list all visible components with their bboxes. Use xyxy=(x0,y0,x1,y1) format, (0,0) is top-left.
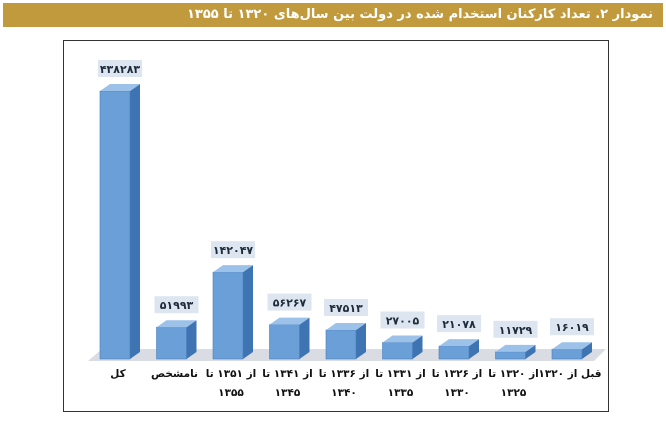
category-label: ۱۳۳۵ xyxy=(388,387,414,399)
bar-side xyxy=(582,342,592,359)
bar xyxy=(156,326,187,360)
data-label: ۱۱۷۲۹ xyxy=(499,324,533,337)
category-label: از ۱۳۲۰ تا xyxy=(488,368,539,380)
category-label: ۱۳۴۵ xyxy=(275,387,301,399)
data-label: ۱۶۰۱۹ xyxy=(555,321,589,334)
bar-side xyxy=(469,339,479,359)
bar-side xyxy=(299,317,310,359)
bar-top xyxy=(552,342,592,350)
category-label: ۱۳۲۵ xyxy=(501,387,527,399)
bar-side xyxy=(186,320,197,359)
category-label: از ۱۳۳۶ تا xyxy=(319,368,370,380)
data-label: ۲۷۰۰۵ xyxy=(386,314,420,327)
category-label: از ۱۳۲۶ تا xyxy=(432,368,483,380)
bar-top xyxy=(326,322,366,330)
bar xyxy=(438,345,470,360)
bar xyxy=(495,351,526,360)
category-label: ۱۳۳۰ xyxy=(444,387,470,399)
data-label-box xyxy=(267,293,312,311)
chart-frame: ۴۳۸۲۸۳ کل ۵۱۹۹۳ نامشخص ۱۴۲۰۴۷ از ۱۳۵۱ تا ۱۳۵۵ ۵… xyxy=(63,40,609,412)
category-label: از ۱۳۳۱ تا xyxy=(375,368,426,380)
data-label: ۱۴۲۰۴۷ xyxy=(213,244,254,257)
bar-top xyxy=(213,265,253,273)
data-label-box xyxy=(380,311,425,329)
data-label-box xyxy=(493,320,538,338)
data-label-box xyxy=(154,296,199,314)
data-label-box xyxy=(437,315,481,333)
data-label: ۲۱۰۷۸ xyxy=(442,318,476,331)
category-label: ۱۳۵۵ xyxy=(218,387,244,399)
bar-chart: ۴۳۸۲۸۳ کل ۵۱۹۹۳ نامشخص ۱۴۲۰۴۷ از ۱۳۵۱ تا ۱۳۵۵ ۵… xyxy=(88,60,606,399)
bar-top xyxy=(156,320,197,328)
data-label-box xyxy=(550,318,594,336)
category-label: ۱۳۴۰ xyxy=(331,387,357,399)
data-label: ۴۳۸۲۸۳ xyxy=(100,63,141,76)
bar-side xyxy=(356,322,366,359)
bar-top xyxy=(439,339,479,347)
bar xyxy=(269,324,300,360)
category-label: کل xyxy=(110,368,126,380)
data-label-box xyxy=(211,241,255,259)
bar xyxy=(551,348,583,360)
category-label: نامشخص xyxy=(151,368,198,380)
bar-top xyxy=(382,335,423,343)
bar-side xyxy=(525,344,536,359)
data-label: ۵۱۹۹۳ xyxy=(160,299,194,312)
bar xyxy=(382,342,413,360)
bar-side xyxy=(412,335,423,359)
bar-side xyxy=(243,265,253,359)
data-label: ۴۷۵۱۳ xyxy=(329,302,363,315)
data-label: ۵۶۲۶۷ xyxy=(273,297,307,310)
bar xyxy=(99,90,131,360)
data-label-box xyxy=(98,60,142,77)
chart-title: نمودار ۲. تعداد کارکنان استخدام شده در د… xyxy=(3,3,663,27)
bar-top xyxy=(100,84,140,91)
bar xyxy=(212,271,244,360)
data-label-box xyxy=(324,298,368,316)
category-label: قبل از ۱۳۲۰ xyxy=(538,368,601,380)
bar-top xyxy=(269,317,310,325)
bar-top xyxy=(495,344,536,352)
category-label: از ۱۳۵۱ تا xyxy=(206,368,257,380)
bar-side xyxy=(130,84,140,359)
bar xyxy=(325,329,357,360)
category-label: از ۱۳۴۱ تا xyxy=(262,368,313,380)
